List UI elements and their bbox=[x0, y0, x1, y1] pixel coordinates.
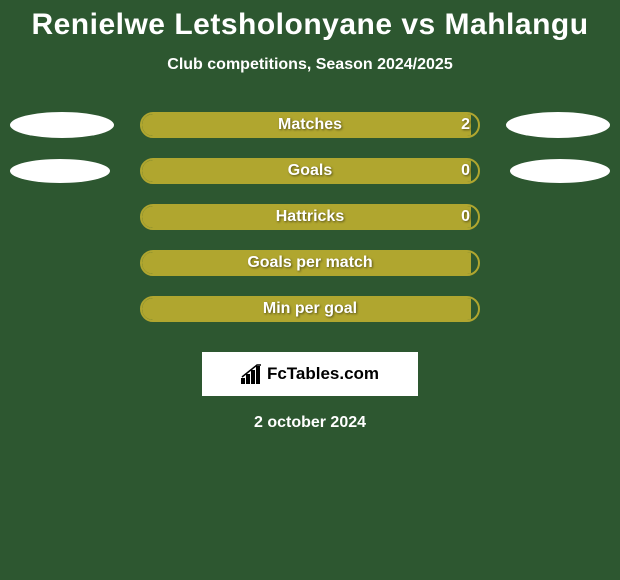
player-right-marker bbox=[510, 159, 610, 183]
stat-label: Min per goal bbox=[263, 300, 357, 318]
stat-row: Min per goal bbox=[0, 296, 620, 322]
logo-box[interactable]: FcTables.com bbox=[202, 352, 418, 396]
comparison-container: Renielwe Letsholonyane vs Mahlangu Club … bbox=[0, 0, 620, 432]
stat-row: Goals per match bbox=[0, 250, 620, 276]
date-label: 2 october 2024 bbox=[254, 414, 366, 432]
stat-value: 2 bbox=[461, 116, 470, 134]
stat-row: Matches 2 bbox=[0, 112, 620, 138]
stat-bar: Hattricks 0 bbox=[140, 204, 480, 230]
page-subtitle: Club competitions, Season 2024/2025 bbox=[167, 56, 452, 74]
stat-bar: Goals 0 bbox=[140, 158, 480, 184]
stat-bar: Min per goal bbox=[140, 296, 480, 322]
stat-value: 0 bbox=[461, 162, 470, 180]
stats-rows: Matches 2 Goals 0 Hattricks 0 Goals per match M… bbox=[0, 112, 620, 342]
logo-text: FcTables.com bbox=[267, 364, 379, 384]
chart-icon bbox=[241, 364, 263, 384]
stat-bar: Matches 2 bbox=[140, 112, 480, 138]
player-left-marker bbox=[10, 112, 114, 138]
stat-bar: Goals per match bbox=[140, 250, 480, 276]
player-right-marker bbox=[506, 112, 610, 138]
stat-label: Hattricks bbox=[276, 208, 344, 226]
stat-label: Matches bbox=[278, 116, 342, 134]
stat-label: Goals bbox=[288, 162, 332, 180]
stat-row: Hattricks 0 bbox=[0, 204, 620, 230]
fctables-logo: FcTables.com bbox=[241, 364, 379, 384]
player-left-marker bbox=[10, 159, 110, 183]
stat-value: 0 bbox=[461, 208, 470, 226]
stat-row: Goals 0 bbox=[0, 158, 620, 184]
page-title: Renielwe Letsholonyane vs Mahlangu bbox=[31, 8, 588, 42]
stat-label: Goals per match bbox=[247, 254, 372, 272]
